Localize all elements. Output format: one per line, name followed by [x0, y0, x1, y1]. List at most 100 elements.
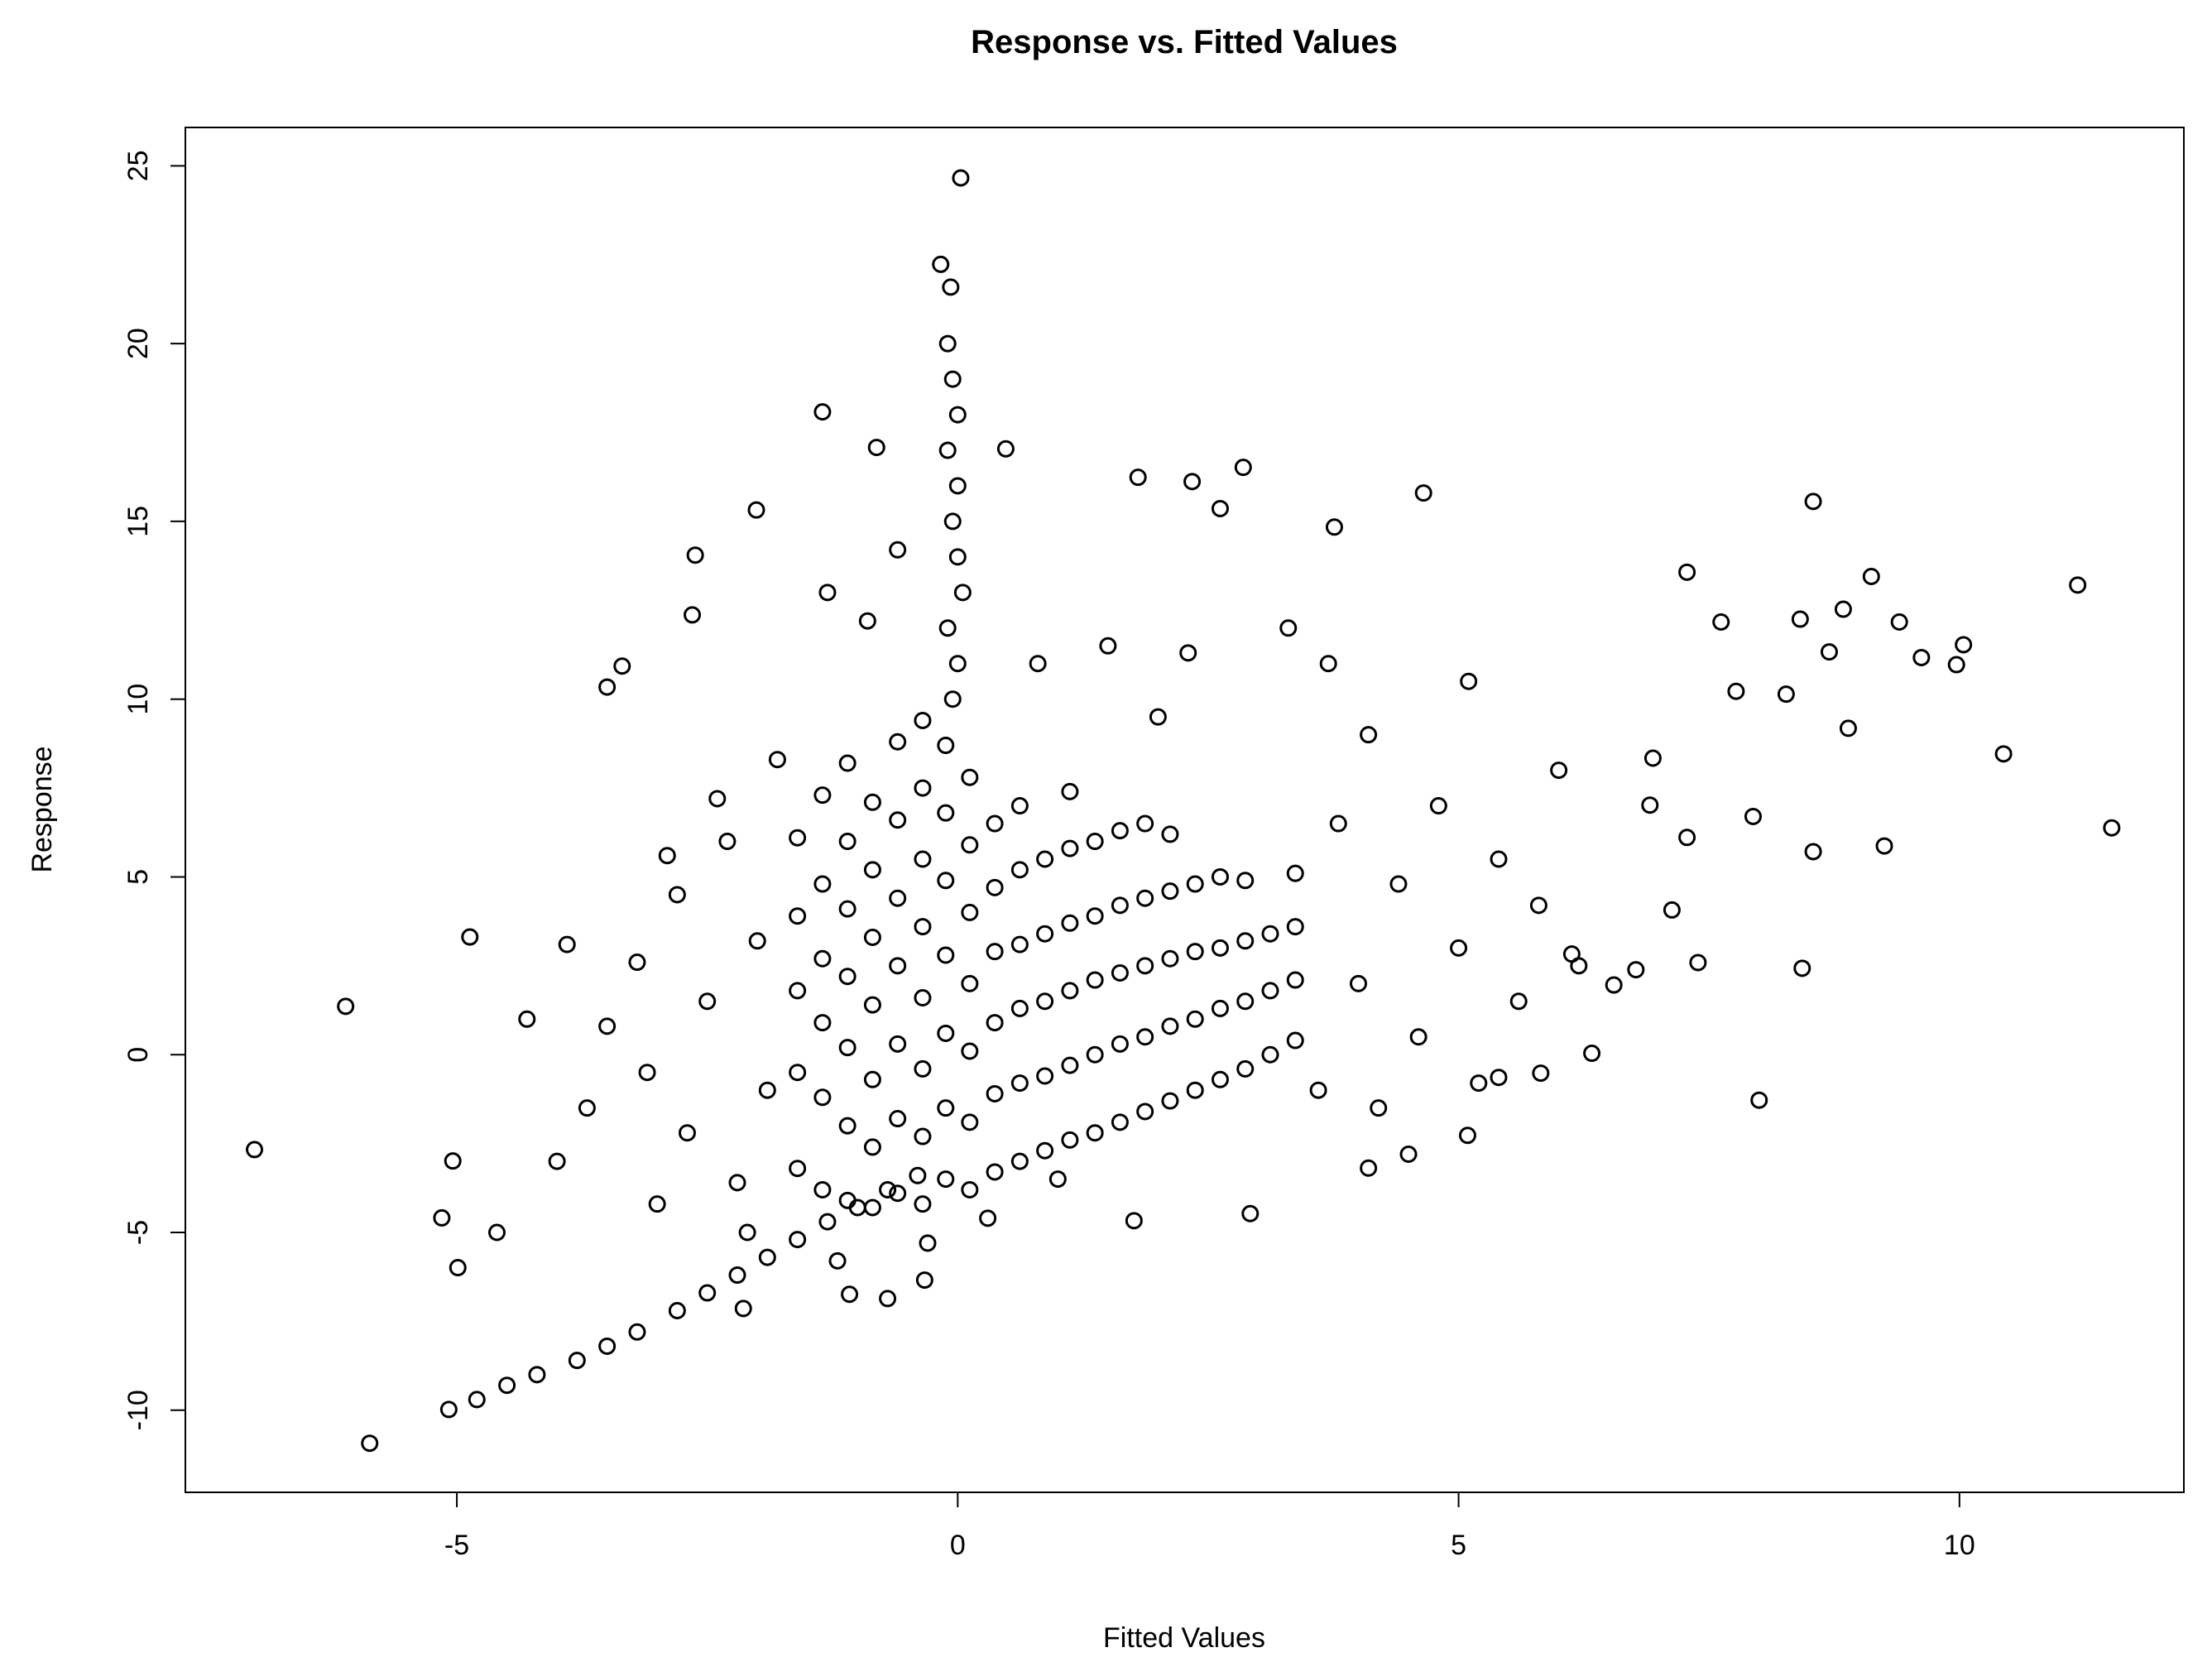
y-tick-label: 25: [122, 150, 154, 181]
point: [1183, 473, 1202, 491]
point: [1136, 814, 1154, 833]
point: [1186, 943, 1204, 961]
point: [738, 1223, 756, 1242]
point: [838, 1117, 856, 1135]
point: [361, 1434, 379, 1453]
point: [863, 1138, 881, 1156]
y-tick-label: 20: [122, 328, 154, 359]
point: [858, 612, 876, 630]
point: [1777, 685, 1795, 704]
point: [986, 878, 1004, 896]
point: [1086, 833, 1104, 851]
point: [1458, 1126, 1476, 1145]
point: [1509, 992, 1528, 1011]
point: [1061, 1056, 1079, 1074]
y-tick-label: 15: [122, 506, 154, 537]
point: [1111, 963, 1129, 982]
point: [1460, 672, 1478, 690]
point: [1036, 850, 1054, 868]
y-tick-label: -10: [122, 1390, 154, 1430]
point: [979, 1209, 997, 1227]
point: [1947, 656, 1965, 674]
point: [1804, 843, 1822, 861]
point: [1791, 610, 1809, 628]
point: [1261, 982, 1279, 1000]
point: [813, 1088, 832, 1107]
point: [889, 1110, 907, 1128]
point: [718, 833, 737, 851]
point: [889, 957, 907, 975]
point: [1161, 949, 1179, 968]
point: [468, 1391, 486, 1409]
point: [938, 619, 957, 637]
point: [498, 1376, 516, 1395]
point: [1010, 861, 1029, 879]
point: [1399, 1146, 1418, 1164]
y-tick-label: -5: [122, 1220, 154, 1245]
point: [1663, 901, 1681, 919]
point: [953, 584, 972, 602]
x-tick-label: 5: [1451, 1530, 1466, 1561]
point: [1350, 974, 1368, 992]
point: [1750, 1091, 1768, 1109]
point: [914, 1127, 932, 1146]
point: [863, 793, 881, 811]
point: [867, 439, 885, 457]
point: [728, 1174, 746, 1192]
point: [1211, 999, 1229, 1017]
point: [879, 1290, 897, 1308]
point: [1036, 925, 1054, 943]
point: [648, 1195, 666, 1213]
point: [1010, 999, 1029, 1017]
point: [2069, 576, 2087, 594]
point: [1744, 807, 1762, 825]
plot-box: [185, 127, 2185, 1493]
point: [948, 477, 967, 495]
point: [818, 584, 837, 602]
point: [1010, 1074, 1029, 1093]
point: [449, 1259, 467, 1277]
point: [1211, 1070, 1229, 1088]
y-tick-label: 0: [122, 1047, 154, 1063]
point: [818, 1213, 837, 1231]
point: [943, 690, 962, 709]
point: [863, 1198, 881, 1217]
point: [1890, 612, 1908, 631]
point: [1414, 484, 1432, 502]
point: [1532, 1064, 1550, 1083]
point: [1211, 867, 1229, 886]
point: [1136, 1102, 1154, 1121]
point: [986, 943, 1004, 961]
point: [938, 441, 957, 459]
point: [838, 754, 856, 772]
point: [914, 779, 932, 797]
point: [598, 678, 617, 696]
point: [558, 935, 576, 953]
point: [1470, 1074, 1488, 1093]
point: [1010, 797, 1029, 815]
point: [1261, 1045, 1279, 1064]
point: [1086, 907, 1104, 925]
point: [942, 278, 960, 296]
point: [961, 768, 979, 786]
point: [1329, 814, 1347, 833]
point: [789, 907, 807, 925]
x-axis-label: Fitted Values: [1103, 1622, 1265, 1654]
point: [1186, 875, 1204, 893]
point: [1793, 959, 1811, 978]
point: [1111, 896, 1129, 915]
point: [1583, 1045, 1601, 1063]
point: [996, 440, 1015, 458]
point: [813, 786, 832, 805]
point: [914, 1059, 932, 1078]
point: [1360, 726, 1378, 744]
point: [1161, 1092, 1179, 1110]
point: [1286, 1031, 1304, 1050]
point: [789, 1231, 807, 1249]
point: [734, 1299, 752, 1318]
point: [1211, 939, 1229, 957]
point: [1136, 1028, 1154, 1046]
point: [1136, 889, 1154, 907]
point: [1820, 643, 1838, 661]
